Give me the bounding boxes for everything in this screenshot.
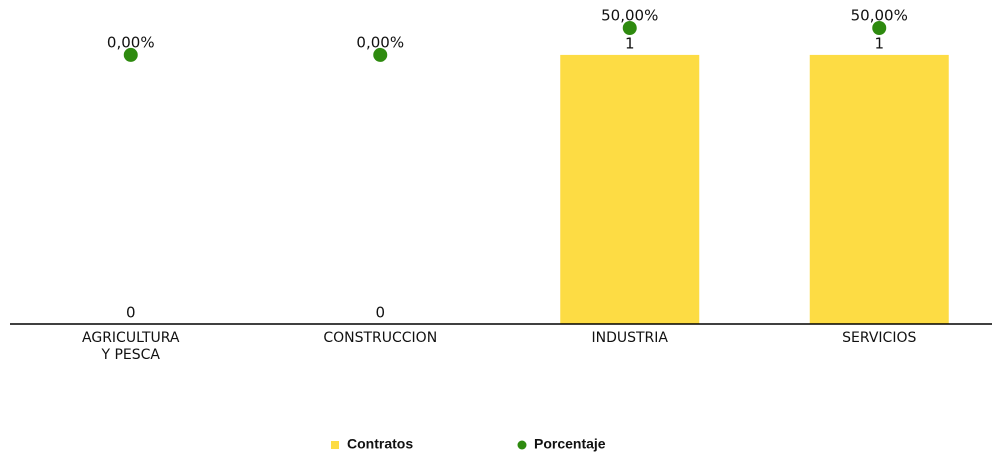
point [622,21,637,35]
x-tick-label: AGRICULTURA Y PESCA [82,330,180,363]
legend-swatch [331,441,339,449]
bar-value-label: 0 [126,304,136,322]
bar-value-label: 1 [874,34,884,52]
point-value-label: 50,00% [601,7,658,25]
legend-label: Porcentaje [534,436,606,452]
bar-value-label: 1 [625,34,635,52]
bar [809,54,949,325]
legend: Contratos Porcentaje [331,436,606,452]
point-value-label: 50,00% [851,7,908,25]
point [373,47,388,62]
x-tick-label: INDUSTRIA [591,330,668,346]
bar [560,54,700,325]
legend-label: Contratos [347,436,413,452]
point [872,21,887,35]
legend-swatch [517,440,527,450]
bar-value-label: 0 [375,304,385,322]
point [123,47,138,62]
point-value-label: 0,00% [107,33,155,51]
x-tick-label: CONSTRUCCION [323,330,438,346]
x-tick-label: SERVICIOS [842,330,917,346]
point-value-label: 0,00% [356,33,404,51]
